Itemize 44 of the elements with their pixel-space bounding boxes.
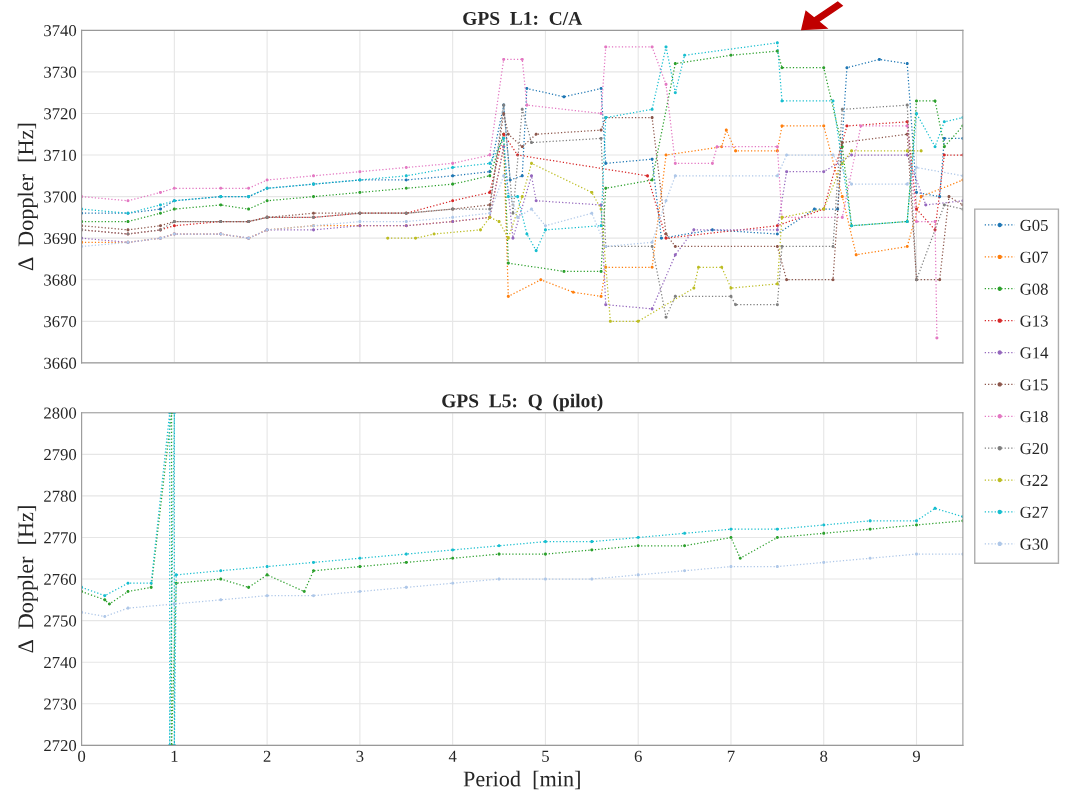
x-tick-label: 3 (356, 750, 364, 762)
legend-label: G18 (1020, 411, 1048, 423)
y-tick-label: 3730 (44, 66, 77, 78)
y-tick-label: 2720 (44, 740, 77, 752)
legend-label: G20 (1020, 442, 1048, 455)
y-tick-label: 2750 (44, 615, 77, 627)
x-tick-label: 2 (263, 750, 271, 762)
x-tick-label: 8 (820, 750, 828, 762)
y-tick-label: 2760 (44, 573, 77, 585)
y-tick-label: 3690 (44, 232, 77, 245)
y-tick-label: 3700 (44, 191, 77, 203)
y-tick-label: 3660 (44, 357, 77, 369)
x-axis-title: Period [min] (463, 770, 580, 790)
legend-label: G27 (1020, 506, 1048, 518)
x-tick-label: 6 (634, 750, 642, 762)
y-tick-label: 2780 (44, 490, 77, 502)
x-tick-label: 1 (171, 750, 178, 762)
y-tick-label: 3740 (44, 25, 77, 37)
x-tick-label: 5 (542, 750, 549, 762)
chart-title: GPS L5: Q (pilot) (442, 393, 603, 412)
y-tick-label: 2770 (44, 532, 77, 544)
x-tick-label: 0 (78, 750, 86, 762)
legend-label: G14 (1020, 347, 1049, 359)
chart-title: GPS L1: C/A (463, 11, 583, 26)
y-tick-label: 3680 (44, 274, 77, 286)
x-tick-label: 7 (727, 750, 735, 762)
x-tick-label: 9 (912, 750, 920, 762)
y-tick-label: 3670 (44, 316, 77, 328)
y-tick-label: 2790 (44, 449, 77, 461)
y-tick-label: 2800 (44, 407, 77, 419)
legend-label: G05 (1020, 219, 1048, 231)
legend-label: G15 (1020, 379, 1048, 391)
legend-label: G22 (1020, 474, 1048, 487)
y-tick-label: 3720 (44, 108, 77, 120)
y-axis-title: Δ Doppler [Hz] (17, 506, 38, 653)
legend-label: G07 (1020, 251, 1048, 263)
legend-label: G13 (1020, 315, 1048, 327)
legend-label: G08 (1020, 283, 1048, 295)
y-axis-title: Δ Doppler [Hz] (17, 123, 38, 271)
x-tick-label: 4 (448, 750, 457, 762)
y-tick-label: 2740 (44, 656, 77, 669)
legend-label: G30 (1020, 538, 1048, 550)
y-tick-label: 2730 (44, 698, 77, 710)
y-tick-label: 3710 (44, 149, 77, 161)
